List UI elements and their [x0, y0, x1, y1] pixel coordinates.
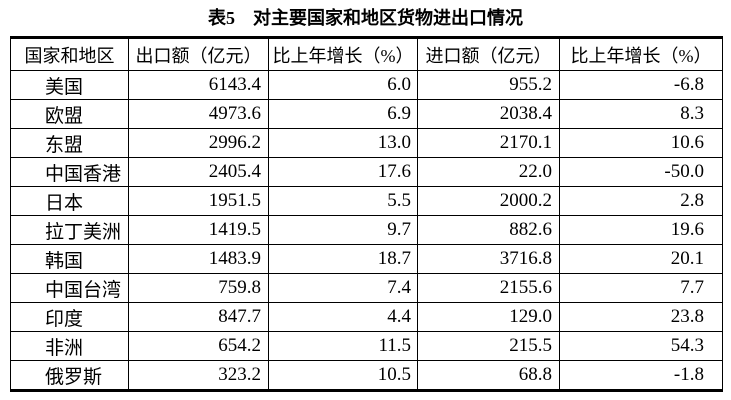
table-row: 非洲 654.2 11.5 215.5 54.3 [10, 331, 723, 361]
import-growth-cell: 19.6 [559, 215, 723, 245]
table-row: 中国台湾 759.8 7.4 2155.6 7.7 [10, 273, 723, 303]
export-growth-cell: 10.5 [268, 360, 418, 391]
export-value-cell: 2405.4 [128, 157, 269, 187]
region-cell: 印度 [10, 302, 129, 332]
region-cell: 非洲 [10, 331, 129, 361]
export-value-cell: 654.2 [128, 331, 269, 361]
import-growth-cell: 8.3 [559, 99, 723, 129]
import-growth-cell: 10.6 [559, 128, 723, 158]
import-value-cell: 955.2 [417, 70, 560, 100]
export-value-cell: 323.2 [128, 360, 269, 391]
export-value-cell: 4973.6 [128, 99, 269, 129]
header-region: 国家和地区 [10, 37, 129, 71]
import-growth-cell: 23.8 [559, 302, 723, 332]
export-growth-cell: 5.5 [268, 186, 418, 216]
region-cell: 东盟 [10, 128, 129, 158]
table-row: 美国 6143.4 6.0 955.2 -6.8 [10, 70, 723, 100]
export-growth-cell: 11.5 [268, 331, 418, 361]
export-growth-cell: 13.0 [268, 128, 418, 158]
import-value-cell: 2155.6 [417, 273, 560, 303]
header-import-value: 进口额（亿元） [417, 37, 560, 71]
table-row: 中国香港 2405.4 17.6 22.0 -50.0 [10, 157, 723, 187]
table-row: 东盟 2996.2 13.0 2170.1 10.6 [10, 128, 723, 158]
export-growth-cell: 17.6 [268, 157, 418, 187]
header-export-value: 出口额（亿元） [128, 37, 269, 71]
region-cell: 日本 [10, 186, 129, 216]
export-value-cell: 2996.2 [128, 128, 269, 158]
region-cell: 韩国 [10, 244, 129, 274]
import-growth-cell: 7.7 [559, 273, 723, 303]
region-cell: 拉丁美洲 [10, 215, 129, 245]
import-value-cell: 215.5 [417, 331, 560, 361]
table-row: 日本 1951.5 5.5 2000.2 2.8 [10, 186, 723, 216]
export-value-cell: 1951.5 [128, 186, 269, 216]
export-growth-cell: 6.9 [268, 99, 418, 129]
import-value-cell: 882.6 [417, 215, 560, 245]
table-row: 俄罗斯 323.2 10.5 68.8 -1.8 [10, 360, 723, 391]
header-export-growth: 比上年增长（%） [268, 37, 418, 71]
region-cell: 中国台湾 [10, 273, 129, 303]
import-growth-cell: -6.8 [559, 70, 723, 100]
header-row: 国家和地区 出口额（亿元） 比上年增长（%） 进口额（亿元） 比上年增长（%） [10, 37, 723, 71]
region-cell: 俄罗斯 [10, 360, 129, 391]
region-cell: 欧盟 [10, 99, 129, 129]
table-row: 拉丁美洲 1419.5 9.7 882.6 19.6 [10, 215, 723, 245]
import-value-cell: 2000.2 [417, 186, 560, 216]
export-growth-cell: 9.7 [268, 215, 418, 245]
import-value-cell: 3716.8 [417, 244, 560, 274]
import-growth-cell: 54.3 [559, 331, 723, 361]
export-value-cell: 847.7 [128, 302, 269, 332]
table-row: 欧盟 4973.6 6.9 2038.4 8.3 [10, 99, 723, 129]
export-value-cell: 1483.9 [128, 244, 269, 274]
export-growth-cell: 4.4 [268, 302, 418, 332]
trade-statistics-table: 国家和地区 出口额（亿元） 比上年增长（%） 进口额（亿元） 比上年增长（%） … [10, 36, 723, 392]
region-cell: 中国香港 [10, 157, 129, 187]
export-growth-cell: 18.7 [268, 244, 418, 274]
table-row: 印度 847.7 4.4 129.0 23.8 [10, 302, 723, 332]
import-growth-cell: -50.0 [559, 157, 723, 187]
import-growth-cell: 20.1 [559, 244, 723, 274]
export-value-cell: 6143.4 [128, 70, 269, 100]
table-row: 韩国 1483.9 18.7 3716.8 20.1 [10, 244, 723, 274]
import-growth-cell: -1.8 [559, 360, 723, 391]
import-value-cell: 68.8 [417, 360, 560, 391]
import-value-cell: 2170.1 [417, 128, 560, 158]
region-cell: 美国 [10, 70, 129, 100]
import-value-cell: 22.0 [417, 157, 560, 187]
import-growth-cell: 2.8 [559, 186, 723, 216]
export-value-cell: 1419.5 [128, 215, 269, 245]
export-growth-cell: 7.4 [268, 273, 418, 303]
import-value-cell: 129.0 [417, 302, 560, 332]
export-growth-cell: 6.0 [268, 70, 418, 100]
header-import-growth: 比上年增长（%） [559, 37, 723, 71]
export-value-cell: 759.8 [128, 273, 269, 303]
import-value-cell: 2038.4 [417, 99, 560, 129]
table-title: 表5 对主要国家和地区货物进出口情况 [208, 8, 523, 28]
